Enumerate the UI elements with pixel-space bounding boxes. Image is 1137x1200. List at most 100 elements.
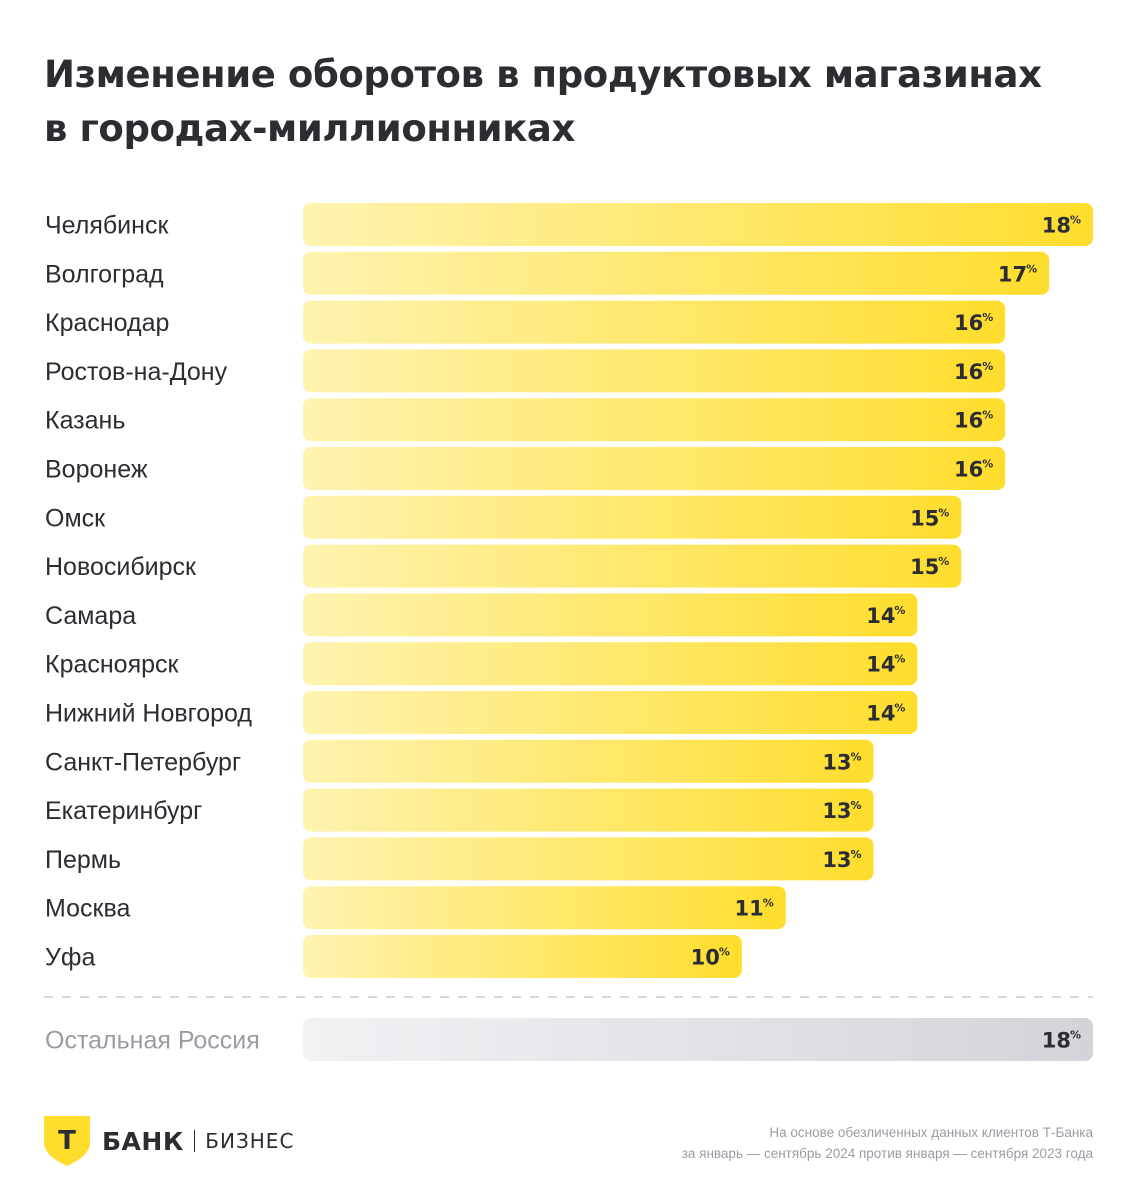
- city-value: 16: [954, 311, 983, 335]
- city-bar: [303, 788, 874, 832]
- city-label: Воронеж: [45, 456, 148, 484]
- city-bar: [303, 739, 874, 783]
- city-percent-sign: %: [938, 555, 949, 568]
- rest-of-russia-label: Остальная Россия: [45, 1027, 260, 1055]
- city-percent-sign: %: [1026, 262, 1037, 275]
- city-bar: [303, 300, 1006, 344]
- city-value: 13: [822, 799, 851, 823]
- t-shield-icon: Т: [44, 1116, 90, 1166]
- city-row: Москва 11%: [45, 886, 786, 930]
- city-label: Нижний Новгород: [45, 700, 252, 728]
- logo-mark: Т: [58, 1126, 76, 1156]
- city-value: 16: [954, 458, 983, 482]
- city-percent-sign: %: [851, 750, 862, 763]
- page-title: Изменение оборотов в продуктовых магазин…: [44, 48, 1104, 156]
- city-row: Омск 15%: [45, 495, 962, 539]
- city-value: 18: [1042, 214, 1071, 238]
- city-percent-sign: %: [1070, 214, 1081, 227]
- city-bar: [303, 935, 742, 978]
- comparison-group: Остальная Россия 18%: [45, 1018, 1093, 1061]
- city-label: Екатеринбург: [45, 797, 202, 825]
- city-label: Волгоград: [45, 260, 164, 288]
- city-value: 14: [866, 653, 895, 677]
- city-value: 11: [735, 897, 764, 921]
- city-label: Краснодар: [45, 309, 169, 337]
- logo-separator: [193, 1130, 196, 1152]
- city-percent-sign: %: [894, 653, 905, 666]
- city-row: Казань 16%: [45, 398, 1006, 442]
- city-bar: [303, 398, 1006, 442]
- city-row: Воронеж 16%: [45, 447, 1006, 490]
- city-percent-sign: %: [894, 604, 905, 617]
- city-row: Нижний Новгород 14%: [45, 691, 918, 734]
- title-line-1: Изменение оборотов в продуктовых магазин…: [44, 53, 1042, 96]
- city-bar: [303, 642, 918, 686]
- city-bar: [303, 691, 918, 734]
- city-value: 15: [910, 506, 939, 530]
- city-value: 13: [822, 750, 851, 774]
- city-bar: [303, 544, 962, 588]
- city-percent-sign: %: [894, 702, 905, 715]
- city-row: Уфа 10%: [45, 935, 742, 978]
- city-percent-sign: %: [851, 799, 862, 812]
- city-row: Ростов-на-Дону 16%: [45, 349, 1006, 393]
- city-bar: [303, 886, 786, 930]
- rest-of-russia-bar: [303, 1018, 1093, 1061]
- city-label: Уфа: [45, 944, 95, 972]
- city-value: 15: [910, 555, 939, 579]
- city-label: Новосибирск: [45, 553, 197, 581]
- logo-business-text: БИЗНЕС: [205, 1129, 295, 1153]
- city-row: Екатеринбург 13%: [45, 788, 874, 832]
- city-label: Красноярск: [45, 651, 180, 679]
- city-bar: [303, 447, 1006, 490]
- city-value: 14: [866, 604, 895, 628]
- city-value: 16: [954, 360, 983, 384]
- city-label: Челябинск: [45, 212, 169, 240]
- city-value: 16: [954, 409, 983, 433]
- city-value: 14: [866, 702, 895, 726]
- city-bar: [303, 349, 1006, 393]
- title-line-2: в городах-миллионниках: [44, 107, 575, 150]
- source-footnote: На основе обезличенных данных клиентов Т…: [493, 1122, 1093, 1164]
- city-row: Пермь 13%: [45, 837, 874, 881]
- city-row: Красноярск 14%: [45, 642, 918, 686]
- city-percent-sign: %: [851, 848, 862, 861]
- city-value: 13: [822, 848, 851, 872]
- city-row: Санкт-Петербург 13%: [45, 739, 874, 783]
- city-percent-sign: %: [982, 458, 993, 471]
- city-value: 10: [691, 946, 720, 970]
- city-bar: [303, 251, 1050, 295]
- city-percent-sign: %: [982, 311, 993, 324]
- city-label: Ростов-на-Дону: [45, 358, 228, 386]
- city-label: Самара: [45, 602, 136, 630]
- footnote-line-2: за январь — сентябрь 2024 против января …: [681, 1146, 1093, 1161]
- city-label: Омск: [45, 504, 106, 532]
- city-percent-sign: %: [982, 360, 993, 373]
- rest-of-russia-percent-sign: %: [1070, 1029, 1081, 1042]
- city-label: Казань: [45, 407, 125, 435]
- city-row: Челябинск 18%: [45, 203, 1093, 246]
- bars-group: Челябинск 18%Волгоград 17%Краснодар 16%Рост…: [45, 203, 1093, 978]
- footnote-line-1: На основе обезличенных данных клиентов Т…: [769, 1125, 1093, 1140]
- city-value: 17: [998, 262, 1027, 286]
- city-label: Пермь: [45, 846, 121, 874]
- brand-logo: Т БАНК БИЗНЕС: [44, 1116, 294, 1166]
- city-bar: [303, 837, 874, 881]
- city-percent-sign: %: [938, 506, 949, 519]
- city-label: Москва: [45, 895, 130, 923]
- rest-of-russia-row: Остальная Россия 18%: [45, 1018, 1093, 1061]
- city-percent-sign: %: [763, 897, 774, 910]
- city-percent-sign: %: [719, 946, 730, 959]
- city-row: Самара 14%: [45, 593, 918, 637]
- city-bar: [303, 593, 918, 637]
- logo-bank-text: БАНК: [102, 1126, 184, 1156]
- city-label: Санкт-Петербург: [45, 748, 241, 776]
- city-percent-sign: %: [982, 409, 993, 422]
- city-row: Краснодар 16%: [45, 300, 1006, 344]
- rest-of-russia-value: 18: [1042, 1029, 1071, 1053]
- city-bar: [303, 495, 962, 539]
- city-bar: [303, 203, 1093, 246]
- city-row: Волгоград 17%: [45, 251, 1050, 295]
- city-row: Новосибирск 15%: [45, 544, 962, 588]
